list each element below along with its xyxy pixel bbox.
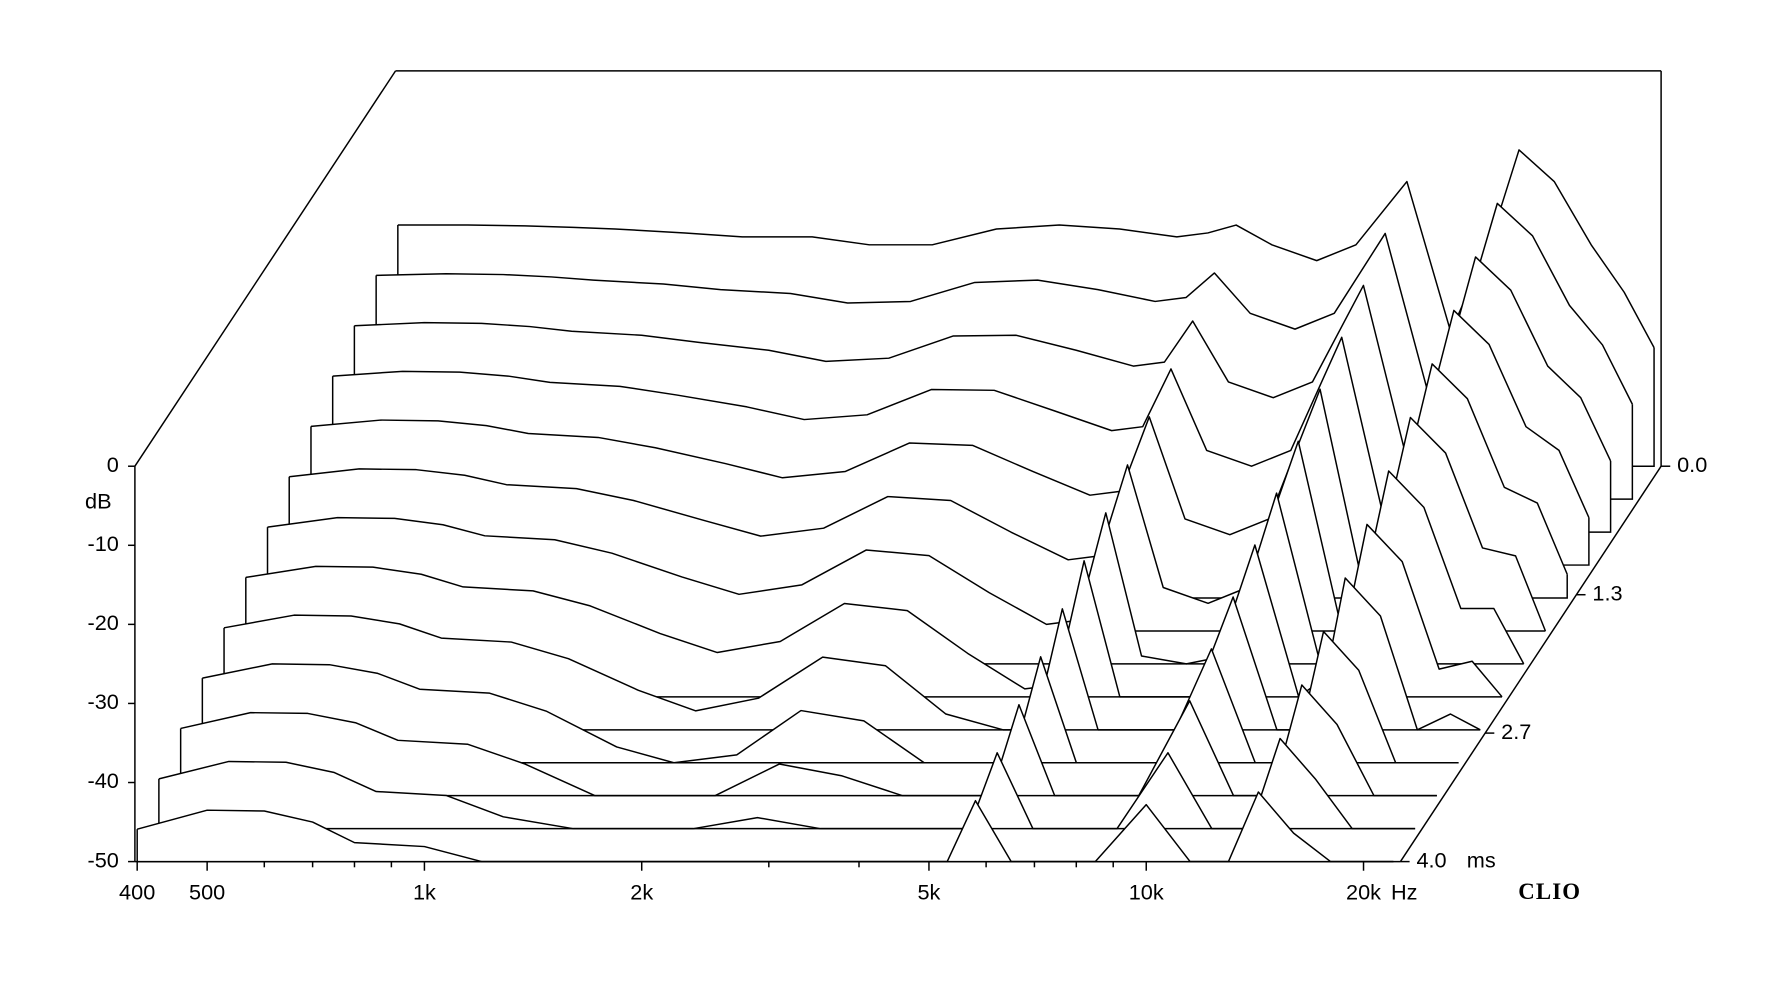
slice-trace bbox=[158, 737, 1416, 830]
slice-trace bbox=[376, 202, 1634, 405]
axis-line bbox=[1399, 465, 1662, 863]
slice-trace bbox=[136, 791, 1394, 863]
x-tick-label: 10k bbox=[1129, 879, 1164, 904]
x-tick-label: 500 bbox=[189, 879, 225, 904]
slice-mask bbox=[245, 524, 1503, 697]
slice-trace bbox=[267, 470, 1525, 665]
axis-line bbox=[134, 70, 397, 467]
y-axis-label: dB bbox=[85, 489, 112, 514]
slice-trace bbox=[354, 256, 1612, 462]
x-unit: Hz bbox=[1391, 879, 1418, 904]
slice-trace bbox=[180, 684, 1437, 797]
x-tick-label: 1k bbox=[413, 879, 436, 904]
slice-trace bbox=[223, 577, 1481, 731]
z-tick-label: 1.3 bbox=[1592, 580, 1622, 605]
slice-trace bbox=[332, 309, 1590, 527]
y-tick-label: -40 bbox=[88, 768, 119, 793]
y-tick-label: -20 bbox=[88, 610, 119, 635]
z-unit: ms bbox=[1467, 847, 1496, 872]
slice-trace bbox=[310, 363, 1568, 591]
slice-trace bbox=[289, 416, 1547, 632]
y-tick-label: -50 bbox=[88, 847, 119, 872]
y-tick-label: -10 bbox=[88, 531, 119, 556]
slice-mask bbox=[180, 684, 1437, 796]
slice-trace bbox=[245, 523, 1503, 698]
slice-trace bbox=[397, 149, 1655, 348]
z-tick-label: 2.7 bbox=[1501, 719, 1531, 744]
x-tick-label: 20k bbox=[1346, 879, 1381, 904]
slice-mask bbox=[224, 578, 1481, 730]
x-tick-label: 2k bbox=[630, 879, 653, 904]
y-tick-label: -30 bbox=[88, 689, 119, 714]
y-tick-label: 0 bbox=[107, 452, 119, 477]
brand: CLIO bbox=[1518, 879, 1581, 904]
z-tick-label: 0.0 bbox=[1677, 452, 1707, 477]
slice-mask bbox=[137, 792, 1394, 862]
slice-mask bbox=[202, 631, 1459, 763]
z-tick-label: 4.0 bbox=[1416, 847, 1446, 872]
slice-trace bbox=[202, 630, 1459, 764]
x-tick-label: 5k bbox=[917, 879, 940, 904]
x-tick-label: 400 bbox=[119, 879, 155, 904]
slice-frame bbox=[136, 829, 1394, 863]
